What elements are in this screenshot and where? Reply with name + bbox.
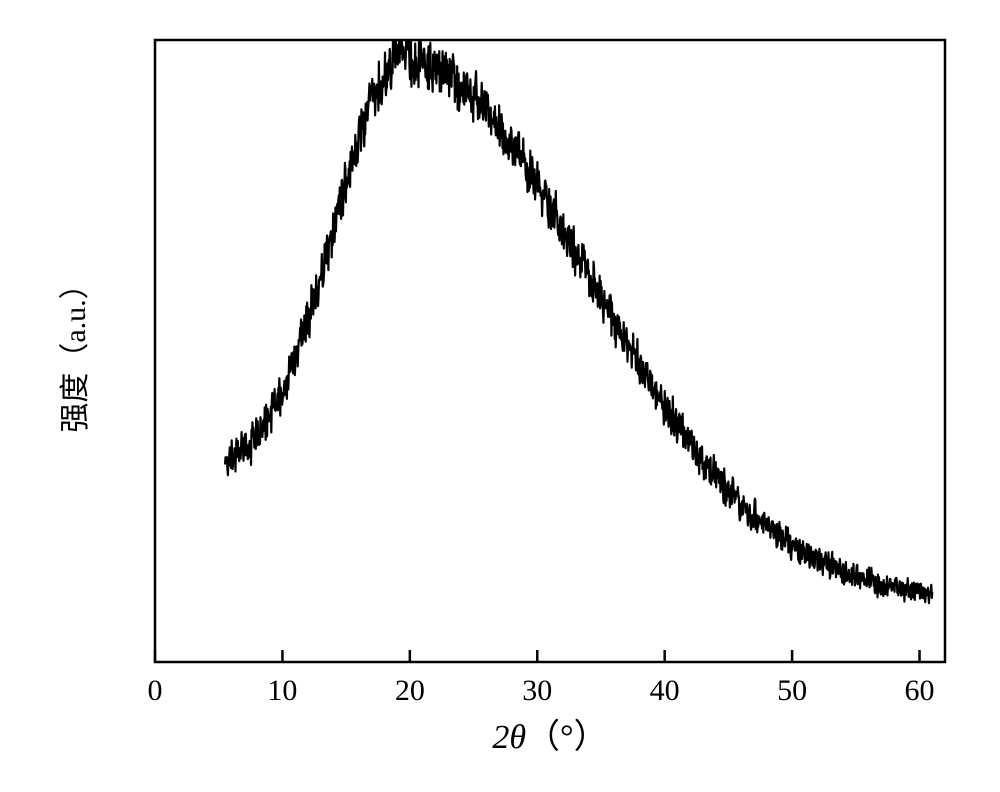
x-tick-label: 0 [148,674,163,707]
xrd-chart: 0 10 20 30 40 50 60 2θ（°） 强度（a.u.） [0,0,1000,792]
x-tick-label: 50 [777,674,807,707]
x-axis-label: 2θ（°） [492,718,607,756]
x-tick-label: 40 [650,674,680,707]
x-tick-label: 20 [395,674,425,707]
xrd-trace [225,29,932,603]
y-axis-label: 强度（a.u.） [59,269,92,432]
x-tick-label: 60 [905,674,935,707]
x-tick-label: 30 [522,674,552,707]
x-tick-label: 10 [267,674,297,707]
